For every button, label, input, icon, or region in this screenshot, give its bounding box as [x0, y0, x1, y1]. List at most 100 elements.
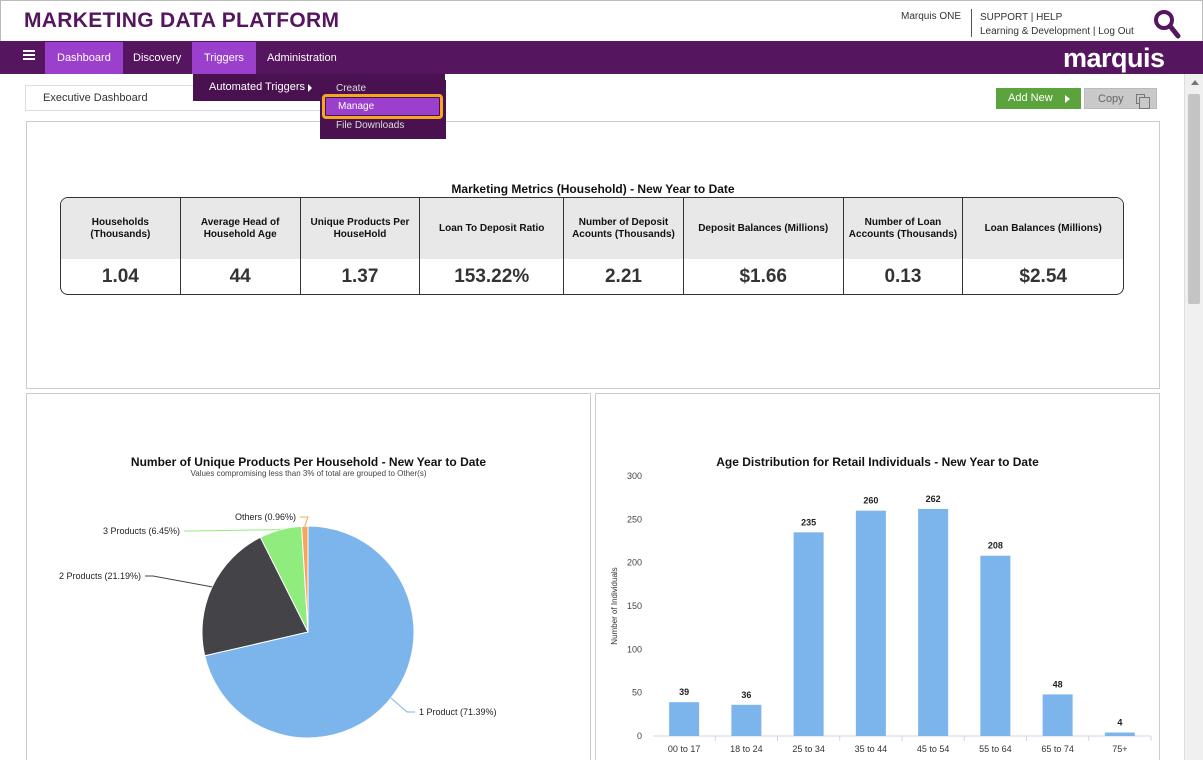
pie-connector — [390, 697, 415, 713]
user-name[interactable]: Marquis ONE — [901, 11, 962, 22]
pie-connector — [184, 529, 281, 532]
submenu-manage-label: Manage — [326, 98, 439, 115]
metric-label: Loan To Deposit Ratio — [420, 198, 564, 259]
vertical-scrollbar[interactable] — [1184, 74, 1203, 760]
x-tick-label: 75+ — [1112, 744, 1127, 754]
copy-label: Copy — [1098, 93, 1124, 105]
bar-data-label: 36 — [741, 690, 751, 700]
menu-automated-triggers[interactable]: Automated Triggers — [209, 81, 305, 93]
submenu-create[interactable]: Create — [336, 83, 367, 94]
pie-chart: 1 Product (71.39%) 2 Products (21.19%) 3 P… — [59, 512, 497, 739]
metric-loan-deposit-ratio: Loan To Deposit Ratio 153.22% — [420, 198, 565, 294]
x-tick-label: 00 to 17 — [668, 744, 701, 754]
logout-link[interactable]: Log Out — [1098, 26, 1134, 37]
metric-label: Average Head of Household Age — [180, 198, 300, 259]
metric-value: $2.54 — [1019, 265, 1067, 287]
metric-value: 0.13 — [884, 265, 922, 287]
metric-label: Number of Deposit Acounts (Thousands) — [564, 198, 683, 259]
bar[interactable] — [669, 702, 700, 736]
bar-chart: 0 50 100 150 200 250 300 Number of Individuals 3… — [610, 471, 1152, 754]
header-divider — [971, 9, 972, 37]
bar[interactable] — [918, 508, 949, 736]
marquis-logo: marquis — [1063, 43, 1165, 73]
bar-data-label: 260 — [863, 496, 878, 506]
metric-label: Loan Balances (Millions) — [963, 198, 1123, 259]
link-separator: | — [1092, 26, 1096, 37]
bar-data-label: 48 — [1053, 679, 1063, 689]
y-tick-label: 200 — [627, 558, 642, 568]
search-icon[interactable] — [1153, 9, 1181, 39]
pie-chart-subtitle: Values compromising less than 3% of tota… — [190, 469, 427, 478]
metric-value: $1.66 — [739, 265, 787, 287]
x-tick-label: 55 to 64 — [979, 744, 1012, 754]
pie-label: 2 Products (21.19%) — [59, 571, 141, 581]
metrics-title: Marketing Metrics (Household) - New Year… — [451, 182, 735, 196]
bar-data-label: 262 — [926, 494, 941, 504]
main-nav: Dashboard Discovery Triggers Administrat… — [0, 41, 1203, 74]
y-tick-label: 250 — [627, 514, 642, 524]
pie-chart-title: Number of Unique Products Per Household … — [130, 455, 487, 469]
metric-value: 1.37 — [341, 265, 379, 287]
add-new-label: Add New — [1008, 92, 1053, 104]
submenu-file-downloads[interactable]: File Downloads — [336, 120, 405, 131]
copy-icon — [1136, 94, 1150, 109]
bar-data-label: 4 — [1117, 718, 1122, 728]
learning-link[interactable]: Learning & Development — [980, 26, 1091, 37]
nav-dashboard[interactable]: Dashboard — [45, 42, 123, 74]
metric-households: Households (Thousands) 1.04 — [61, 198, 181, 294]
nav-discovery[interactable]: Discovery — [133, 52, 182, 64]
metric-label: Unique Products Per HouseHold — [300, 198, 420, 259]
help-link[interactable]: HELP — [1036, 12, 1063, 23]
pie-slice[interactable] — [204, 525, 415, 739]
metric-loan-accounts: Number of Loan Accounts (Thousands) 0.13 — [843, 198, 964, 294]
hamburger-menu-icon[interactable] — [23, 50, 35, 62]
metric-label: Deposit Balances (Millions) — [683, 198, 843, 259]
bar[interactable] — [1042, 694, 1073, 736]
caret-right-icon — [1065, 95, 1070, 103]
bar[interactable] — [731, 704, 762, 736]
metric-unique-products: Unique Products Per HouseHold 1.37 — [300, 198, 421, 294]
submenu-manage[interactable]: Manage — [322, 94, 443, 119]
link-separator: | — [1030, 12, 1034, 23]
pie-slice[interactable] — [301, 525, 309, 633]
pie-connector — [300, 516, 309, 527]
bar[interactable] — [855, 510, 886, 736]
scroll-thumb[interactable] — [1188, 94, 1200, 304]
bar[interactable] — [793, 532, 824, 736]
top-header: MARKETING DATA PLATFORM Marquis ONE SUPP… — [0, 0, 1203, 41]
pie-connector — [145, 575, 213, 588]
pie-slice[interactable] — [201, 536, 309, 657]
bar[interactable] — [1104, 732, 1135, 736]
metric-label: Number of Loan Accounts (Thousands) — [843, 198, 963, 259]
y-axis-label: Number of Individuals — [610, 567, 619, 644]
bar-data-label: 235 — [801, 517, 816, 527]
support-link[interactable]: SUPPORT — [980, 12, 1028, 23]
pie-label: Others (0.96%) — [235, 512, 296, 522]
metric-label: Households (Thousands) — [61, 198, 180, 259]
metric-value: 153.22% — [454, 265, 530, 287]
bar-data-label: 208 — [988, 541, 1003, 551]
x-tick-label: 45 to 54 — [917, 744, 950, 754]
caret-right-icon — [308, 84, 312, 92]
pie-label: 3 Products (6.45%) — [103, 526, 180, 536]
bar[interactable] — [980, 555, 1011, 736]
y-tick-label: 150 — [627, 601, 642, 611]
metric-value: 44 — [229, 265, 251, 287]
app-title: MARKETING DATA PLATFORM — [24, 9, 340, 32]
y-tick-label: 0 — [637, 731, 642, 741]
y-tick-label: 100 — [627, 644, 642, 654]
metric-value: 2.21 — [604, 265, 642, 287]
nav-triggers[interactable]: Triggers — [192, 42, 256, 74]
copy-button[interactable]: Copy — [1084, 88, 1157, 109]
nav-administration[interactable]: Administration — [267, 52, 337, 64]
add-new-button[interactable]: Add New — [996, 88, 1081, 109]
support-links: SUPPORT | HELP Learning & Development | … — [980, 11, 1134, 39]
metric-loan-balances: Loan Balances (Millions) $2.54 — [963, 198, 1123, 294]
scroll-up-icon[interactable] — [1191, 80, 1199, 85]
bar-data-label: 39 — [679, 687, 689, 697]
pie-label: 1 Product (71.39%) — [419, 707, 497, 717]
y-tick-label: 300 — [627, 471, 642, 481]
x-tick-label: 35 to 44 — [855, 744, 888, 754]
x-tick-label: 25 to 34 — [792, 744, 825, 754]
metric-avg-age: Average Head of Household Age 44 — [180, 198, 301, 294]
